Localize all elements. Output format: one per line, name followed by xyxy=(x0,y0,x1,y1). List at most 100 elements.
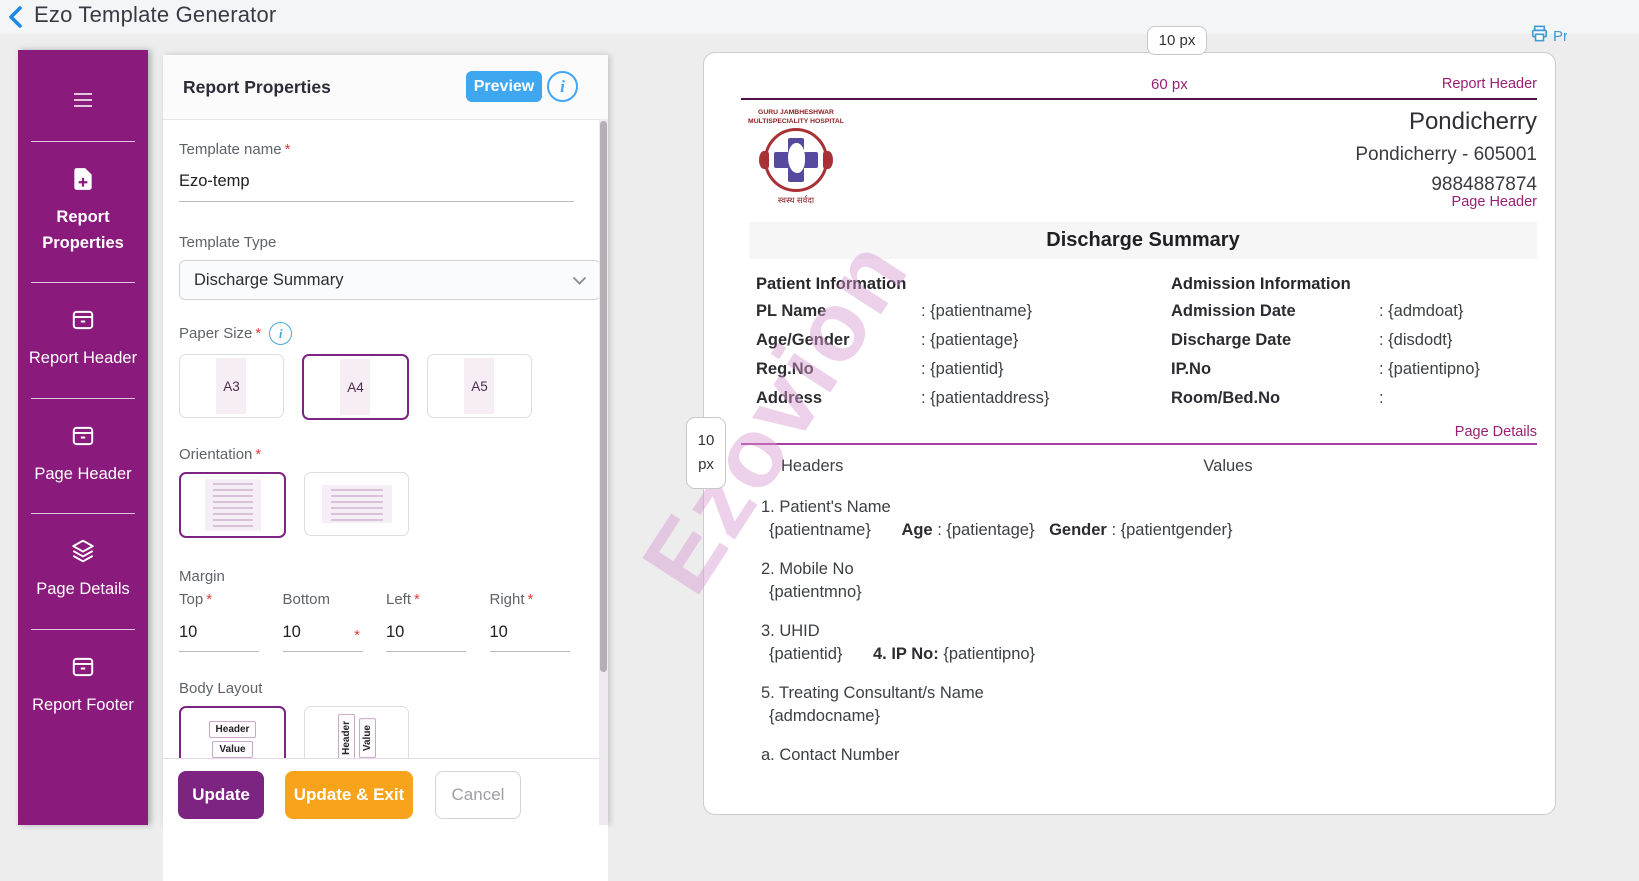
layers-icon xyxy=(70,538,96,569)
archive-box-icon xyxy=(70,654,96,685)
report-header-divider xyxy=(741,98,1537,100)
headers-column-label: Headers xyxy=(781,457,844,475)
body-layout-label: Body Layout xyxy=(179,680,263,697)
left-margin-badge[interactable]: 10 px xyxy=(686,417,726,489)
paper-thumbnail xyxy=(216,358,246,414)
margin-top-input[interactable] xyxy=(179,615,259,652)
top-bar: Ezo Template Generator xyxy=(0,0,1639,34)
info-row: Room/Bed.No : xyxy=(1171,389,1384,407)
headers-values-row: Headers Values xyxy=(741,457,1537,476)
page-details-divider xyxy=(741,443,1537,445)
hospital-address-block: Pondicherry Pondicherry - 605001 9884887… xyxy=(1355,108,1537,210)
spacing-value-label: 60 px xyxy=(1151,76,1188,93)
required-asterisk: * xyxy=(284,141,291,158)
form-title: Report Properties xyxy=(183,77,331,97)
landscape-thumbnail xyxy=(321,485,392,523)
kidney-shape xyxy=(759,151,769,170)
page-details-region-label: Page Details xyxy=(1454,424,1537,440)
required-asterisk: * xyxy=(255,325,262,342)
kidney-shape xyxy=(823,151,833,170)
list-item: 3. UHID {patientid} 4. IP No: {patientip… xyxy=(761,622,1036,663)
hamburger-menu-icon[interactable] xyxy=(73,92,93,113)
required-asterisk: * xyxy=(414,591,420,608)
sidebar-item-page-header[interactable]: Page Header xyxy=(12,399,154,514)
margin-right-label: Right * xyxy=(489,591,534,608)
info-row: Discharge Date : {disdodt} xyxy=(1171,331,1453,349)
list-item: a. Contact Number xyxy=(761,746,900,764)
list-item: 2. Mobile No {patientmno} xyxy=(761,560,862,601)
required-asterisk: * xyxy=(527,591,534,608)
template-name-input[interactable] xyxy=(179,166,574,202)
paper-size-option-a4[interactable]: A4 xyxy=(302,354,409,420)
template-name-label: Template name * xyxy=(179,141,291,158)
margin-bottom-field: Bottom * xyxy=(282,591,373,652)
admission-info-column: Admission Information Admission Date : {… xyxy=(1171,275,1537,418)
sidebar: Report Properties Report Header Page Hea… xyxy=(18,50,148,825)
info-row: Admission Date : {admdoat} xyxy=(1171,302,1464,320)
orientation-option-portrait[interactable] xyxy=(179,472,286,538)
preview-button[interactable]: Preview xyxy=(466,71,542,102)
print-button[interactable]: Print xyxy=(1530,24,1567,48)
top-margin-badge[interactable]: 10 px xyxy=(1147,26,1207,55)
hospital-phone: 9884887874 xyxy=(1431,174,1537,195)
margin-right-input[interactable] xyxy=(489,615,570,652)
paper-size-info-icon[interactable]: i xyxy=(269,322,293,345)
sidebar-item-label: Report Footer xyxy=(32,695,134,714)
margin-left-label: Left * xyxy=(386,591,420,608)
portrait-thumbnail xyxy=(204,479,261,531)
report-header-region-labels: 60 px Report Header xyxy=(741,76,1537,96)
orientation-option-landscape[interactable] xyxy=(304,472,409,536)
sidebar-divider xyxy=(31,282,135,284)
orientation-options xyxy=(179,472,579,538)
paper-size-option-a5[interactable]: A5 xyxy=(427,354,532,418)
cancel-button[interactable]: Cancel xyxy=(435,771,521,819)
margin-left-input[interactable] xyxy=(386,615,466,652)
values-column-label: Values xyxy=(1203,457,1253,475)
report-title-band: Discharge Summary xyxy=(749,222,1537,259)
form-header: Report Properties Preview i xyxy=(163,55,608,120)
back-icon[interactable] xyxy=(4,4,30,30)
info-icon[interactable]: i xyxy=(547,71,578,102)
page-header-region-label: Page Header xyxy=(1451,194,1537,210)
info-row: IP.No : {patientipno} xyxy=(1171,360,1480,378)
print-label: Print xyxy=(1553,27,1567,45)
report-field-list: 1. Patient's Name {patientname} Age : {p… xyxy=(741,498,1537,765)
paper-size-label: Paper Size * xyxy=(179,325,262,342)
archive-box-icon xyxy=(70,307,96,338)
paper-size-options: A3 A4 A5 xyxy=(179,354,579,420)
margin-fields: Top* Bottom * Left* Right* xyxy=(179,591,579,652)
required-asterisk: * xyxy=(206,591,213,608)
form-body: Template name* Template Type Discharge S… xyxy=(163,119,599,825)
sidebar-item-label: Report Properties xyxy=(42,208,124,252)
paper-size-option-a3[interactable]: A3 xyxy=(179,354,284,418)
patient-info-column: Patient Information PL Name : {patientna… xyxy=(756,275,1171,418)
sidebar-item-page-details[interactable]: Page Details xyxy=(12,514,154,629)
chevron-down-icon xyxy=(573,273,586,288)
left-right-thumbnail: Header Value xyxy=(337,714,376,762)
sidebar-item-label: Report Header xyxy=(28,349,138,368)
update-button[interactable]: Update xyxy=(178,771,264,819)
scrollbar-thumb[interactable] xyxy=(600,121,607,672)
report-header-region-label: Report Header xyxy=(1441,76,1537,92)
archive-box-icon xyxy=(70,423,96,454)
required-asterisk: * xyxy=(255,446,262,463)
margin-right-field: Right * xyxy=(489,591,580,652)
patient-admission-info: Patient Information PL Name : {patientna… xyxy=(756,275,1537,418)
info-row: Reg.No : {patientid} xyxy=(756,360,1004,378)
margin-bottom-input[interactable] xyxy=(282,615,363,652)
update-and-exit-button[interactable]: Update & Exit xyxy=(285,771,413,819)
sidebar-item-label: Page Header xyxy=(34,464,132,483)
sidebar-divider xyxy=(31,513,135,515)
sidebar-item-report-footer[interactable]: Report Footer xyxy=(12,630,154,745)
patient-info-heading: Patient Information xyxy=(756,275,907,293)
template-type-select[interactable]: Discharge Summary xyxy=(179,260,599,300)
hospital-logo-text: GURU JAMBHESHWAR xyxy=(758,109,834,116)
template-type-value: Discharge Summary xyxy=(194,270,344,289)
form-footer: Update Update & Exit Cancel xyxy=(163,758,608,881)
info-row: Address : {patientaddress} xyxy=(756,389,1050,407)
sidebar-item-report-properties[interactable]: Report Properties xyxy=(12,142,154,282)
sidebar-divider xyxy=(31,141,135,142)
list-item: 5. Treating Consultant/s Name {admdocnam… xyxy=(761,684,984,725)
info-row: Age/Gender : {patientage} xyxy=(756,331,1019,349)
sidebar-item-report-header[interactable]: Report Header xyxy=(12,283,154,398)
